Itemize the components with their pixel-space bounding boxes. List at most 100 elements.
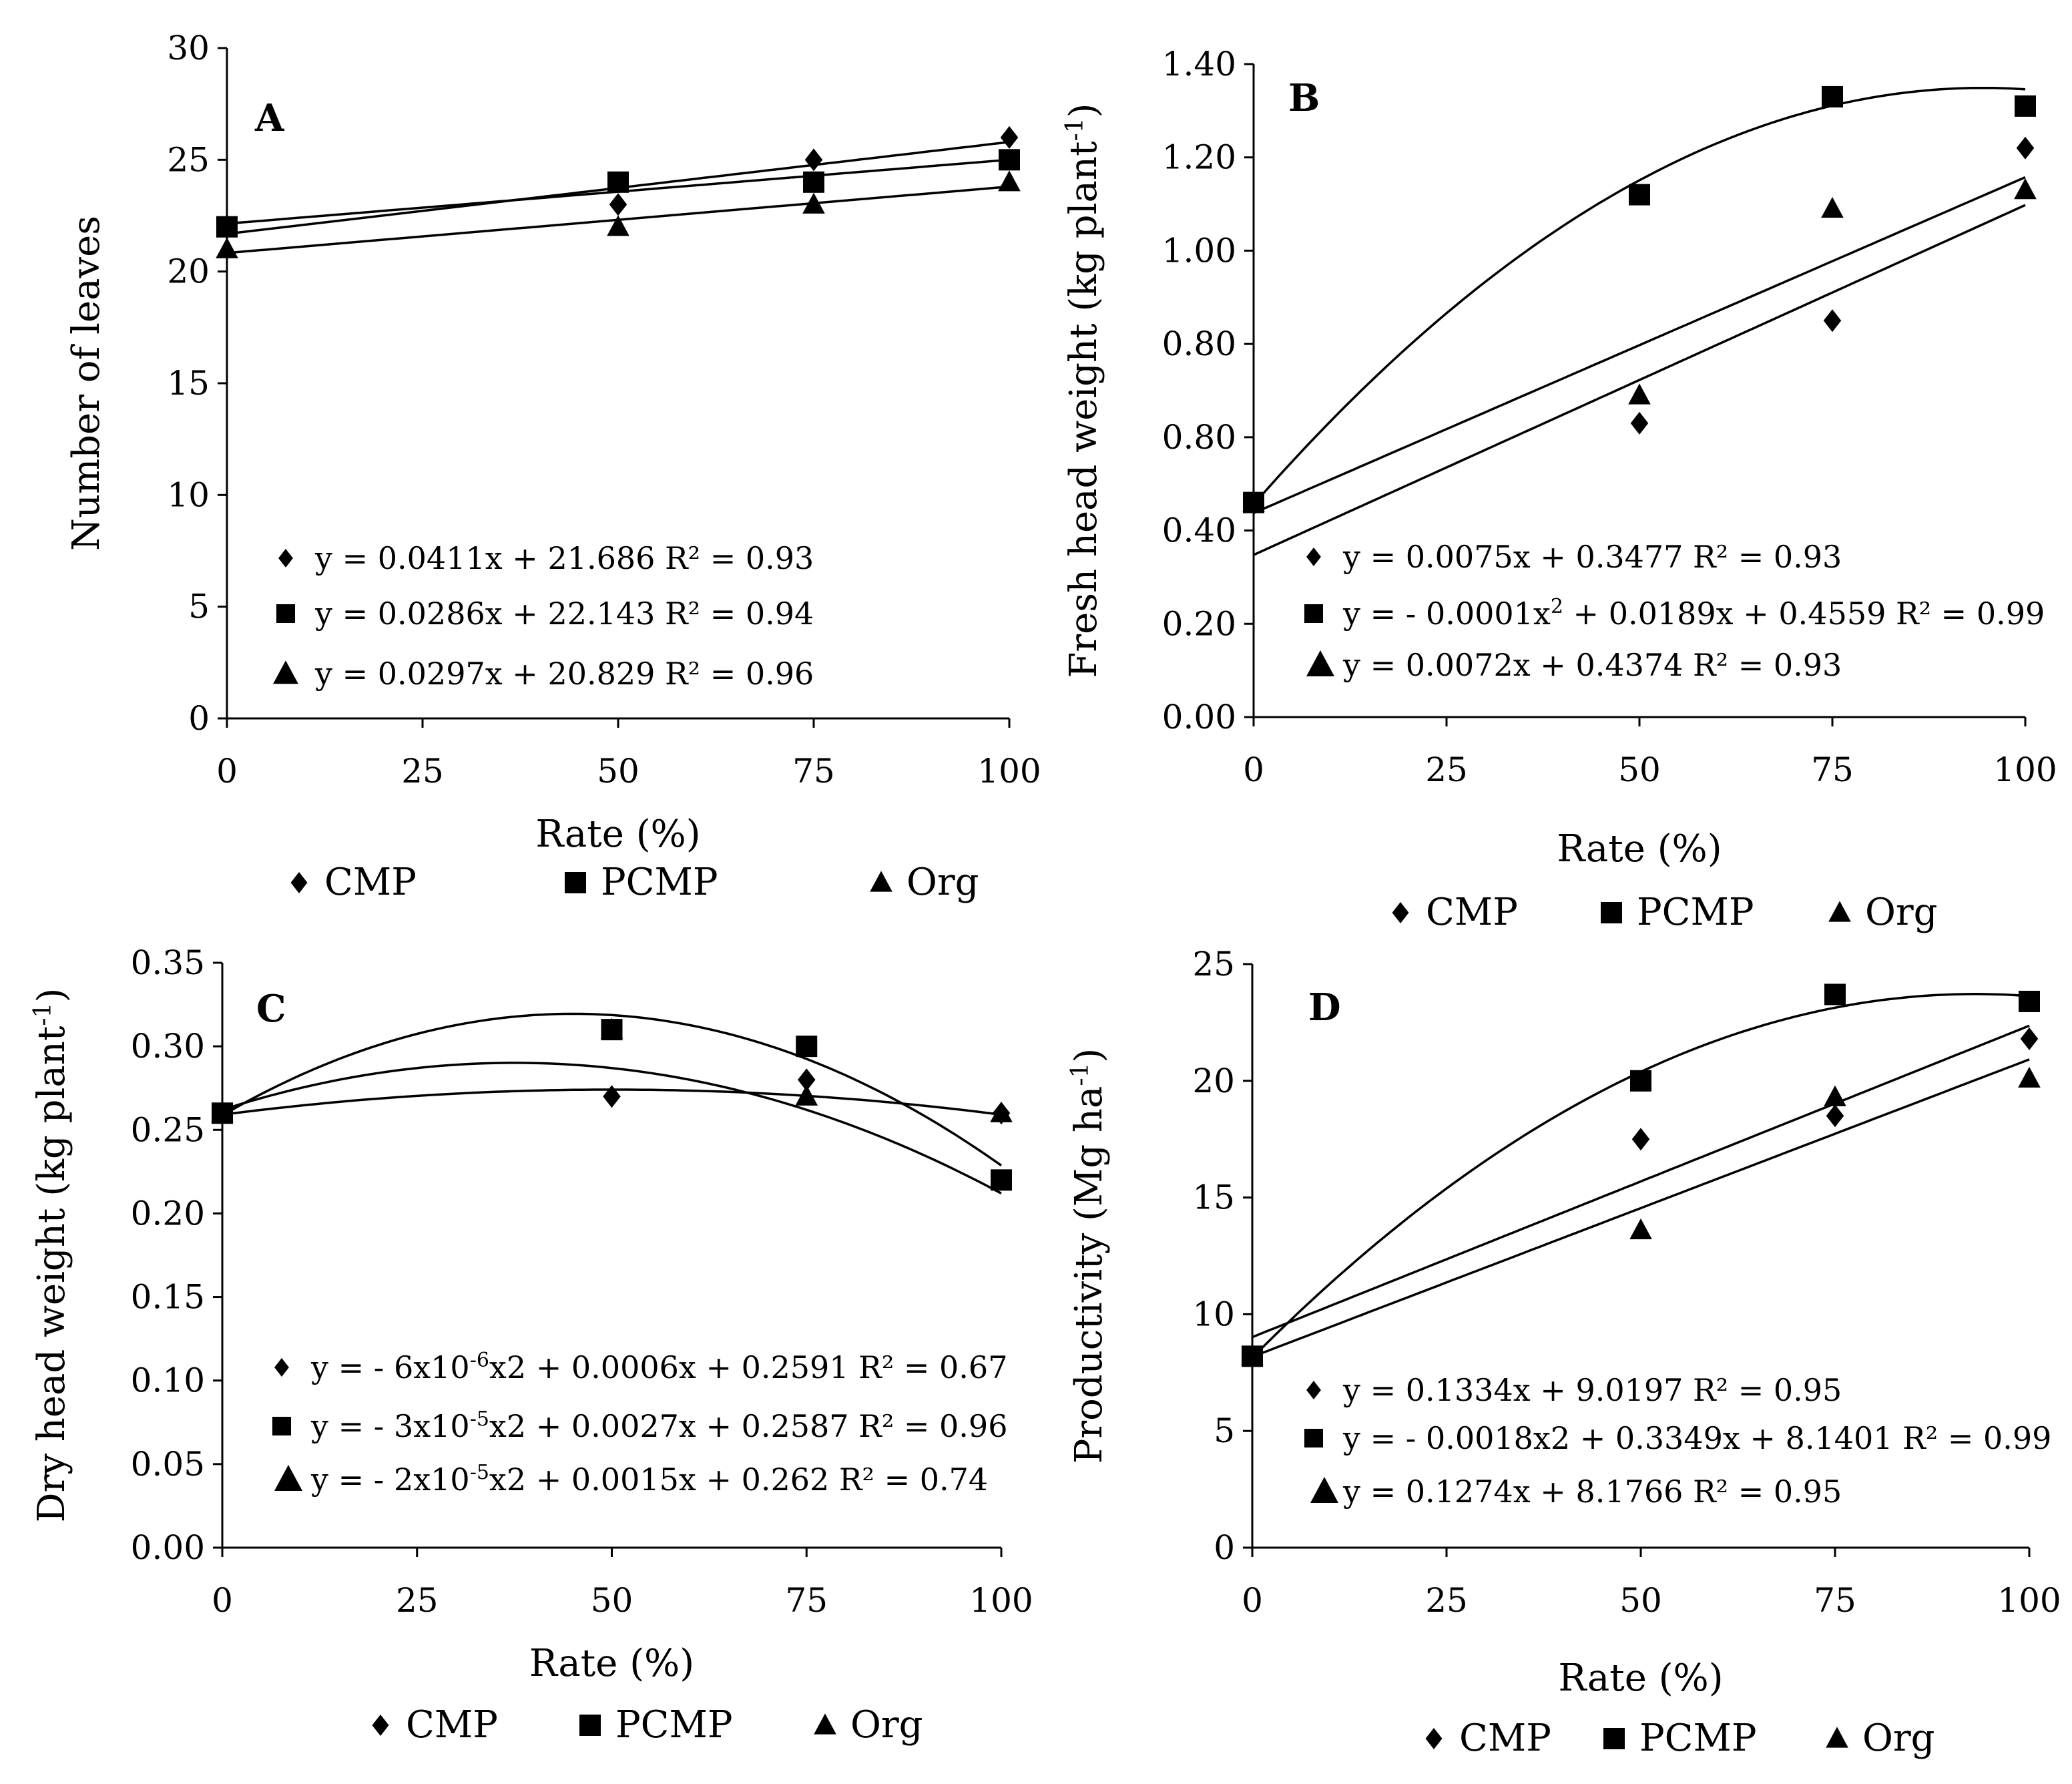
legend-label-cmp: CMP [324,861,417,904]
y-tick-label: 25 [167,140,210,179]
legend-label-pcmp: PCMP [1639,1717,1757,1760]
equation-text-cmp: y = 0.1334x + 9.0197 R² = 0.95 [1342,1372,1842,1408]
equation-sup: -5 [470,1461,489,1484]
legend-marker-cmp [372,1715,389,1736]
y-tick-label: 0.40 [1162,511,1236,550]
data-point-pcmp [991,1169,1012,1191]
panel-letter: B [1288,76,1320,120]
x-tick-label: 50 [1618,750,1661,789]
x-tick-label: 75 [1814,1581,1856,1620]
y-tick-label: 20 [1192,1062,1235,1100]
data-point-pcmp [2019,990,2040,1012]
y-axis-title-suffix: ) [1067,1048,1111,1063]
legend-label-org: Org [1865,891,1938,934]
trendline-pcmp [1252,86,2026,505]
data-point-pcmp [607,171,629,193]
x-tick-label: 0 [216,752,238,791]
equation-marker-org [274,1465,302,1491]
data-point-org [795,1084,818,1106]
legend-marker-pcmp [565,872,586,893]
legend-label-org: Org [1862,1717,1935,1760]
equation-rest: x2 + 0.0015x + 0.262 R² = 0.74 [489,1462,988,1498]
data-point-org [600,1018,623,1039]
y-tick-label: 0.05 [131,1445,205,1484]
data-point-pcmp [999,149,1020,171]
data-point-org [1628,383,1651,405]
legend-label-pcmp: PCMP [1637,891,1754,934]
trendline-org [222,1062,1002,1194]
equation-text-pcmp: y = - 0.0001x2 + 0.0189x + 0.4559 R² = 0… [1342,595,2045,632]
y-tick-label: 10 [1192,1295,1235,1333]
y-tick-label: 0.80 [1162,324,1236,363]
data-point-pcmp [796,1036,818,1058]
data-point-cmp [1630,411,1649,435]
y-tick-label: 1.20 [1162,138,1236,177]
equation-text-org: y = 0.0297x + 20.829 R² = 0.96 [314,656,814,692]
legend-marker-cmp [290,872,308,893]
x-axis-title: Rate (%) [1558,1656,1723,1700]
y-tick-label: 10 [167,475,210,514]
y-tick-label: 0.20 [1162,604,1236,643]
equation-sup: 2 [1551,595,1563,618]
panel-a: 0 5 10 15 20 25 30 0 25 50 75 100 Rate (%) Number of … [65,29,1041,904]
y-tick-label: 1.00 [1162,231,1236,270]
legend-marker-cmp [1425,1728,1443,1749]
equation-text-cmp: y = 0.0411x + 21.686 R² = 0.93 [314,540,814,576]
x-tick-label: 25 [1425,1581,1468,1620]
trendline-pcmp [222,1012,1003,1167]
trendline-org [1252,1058,2030,1358]
data-point-org [1241,1344,1264,1365]
y-tick-label: 0.00 [131,1528,205,1567]
data-point-pcmp [1630,1070,1651,1092]
data-point-org [1821,196,1844,218]
legend-marker-org [1826,1727,1848,1748]
y-tick-label: 0 [1214,1528,1235,1567]
y-tick-label: 0.20 [131,1194,205,1233]
y-tick-label: 0.10 [131,1361,205,1400]
trendline-pcmp [1251,993,2030,1359]
data-point-cmp [804,148,823,172]
data-point-cmp [1823,309,1842,332]
y-tick-label: 0.15 [131,1278,205,1317]
data-point-cmp [609,193,627,216]
equation-text-cmp: y = 0.0075x + 0.3477 R² = 0.93 [1342,539,1842,575]
data-point-org [1629,1218,1652,1240]
y-axis-title: Fresh head weight (kg plant-1) [1061,103,1106,678]
data-point-org [802,192,825,214]
legend-marker-pcmp [579,1715,601,1736]
equation-marker-pcmp [276,604,295,623]
y-tick-label: 0.25 [131,1110,205,1149]
y-tick-label: 5 [188,588,210,626]
x-tick-label: 0 [1242,1581,1263,1620]
data-point-cmp [2020,1027,2039,1050]
x-tick-label: 25 [396,1581,439,1620]
equation-text-org: y = 0.0072x + 0.4374 R² = 0.93 [1342,647,1842,683]
x-tick-label: 50 [591,1581,633,1620]
equation-rest: x2 + 0.0006x + 0.2591 R² = 0.67 [489,1349,1008,1385]
y-tick-label: 0.35 [131,943,205,982]
legend-label-cmp: CMP [1459,1717,1551,1760]
y-axis-title: Dry head weight (kg plant-1) [29,988,74,1523]
x-tick-label: 75 [792,752,835,791]
data-point-org [1242,491,1265,512]
data-point-org [998,170,1021,192]
equation-marker-pcmp [272,1417,291,1435]
data-point-cmp [1000,126,1019,149]
legend-label-cmp: CMP [1426,891,1518,934]
equation-marker-cmp [1306,547,1321,566]
x-axis-title: Rate (%) [1557,827,1722,871]
y-tick-label: 0 [188,699,210,738]
data-point-pcmp [216,216,238,238]
legend-label-org: Org [906,861,979,904]
equation-text-pcmp: y = - 0.0018x2 + 0.3349x + 8.1401 R² = 0… [1342,1420,2051,1456]
y-tick-label: 15 [167,364,210,403]
data-point-cmp [797,1068,816,1092]
y-axis-title: Number of leaves [65,216,108,551]
equation-marker-cmp [274,1358,289,1377]
x-tick-label: 50 [597,752,639,791]
x-tick-label: 50 [1619,1581,1662,1620]
panel-letter: C [256,987,286,1031]
data-point-org [990,1101,1013,1122]
y-tick-label: 1.40 [1162,45,1236,83]
